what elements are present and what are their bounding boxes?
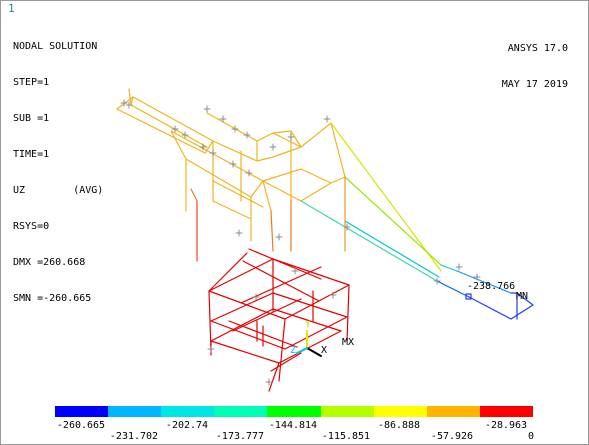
legend-swatch-2 xyxy=(108,406,162,417)
base-frame-members xyxy=(208,248,350,392)
legend-label: -202.74 xyxy=(165,420,209,431)
legend-swatch-8 xyxy=(426,406,480,417)
info-rsys: RSYS=0 xyxy=(13,221,50,232)
legend-label: -115.851 xyxy=(321,431,371,442)
legend-label: -57.926 xyxy=(430,431,474,442)
info-result-item: UZ (AVG) xyxy=(13,185,104,196)
contour-legend-bar xyxy=(55,406,533,417)
legend-swatch-7 xyxy=(373,406,427,417)
legend-swatch-6 xyxy=(320,406,374,417)
info-title: NODAL SOLUTION xyxy=(13,41,98,52)
legend-label: -260.665 xyxy=(56,420,106,431)
window-number: 1 xyxy=(8,2,15,15)
brand-block: ANSYS 17.0 MAY 17 2019 xyxy=(502,19,568,115)
min-marker-label: MN xyxy=(516,291,528,302)
solution-info: NODAL SOLUTION STEP=1 SUB =1 TIME=1 UZ (… xyxy=(13,17,103,329)
column-members xyxy=(190,176,346,262)
min-value-label: -238.766 xyxy=(467,281,515,292)
triad-y-label: Y xyxy=(305,319,311,330)
info-dmx: DMX =260.668 xyxy=(13,257,86,268)
diagonal-members xyxy=(300,122,534,320)
legend-label: -28.963 xyxy=(484,420,528,431)
legend-swatch-3 xyxy=(161,406,215,417)
legend-label: -86.888 xyxy=(377,420,421,431)
legend-label: -173.777 xyxy=(215,431,265,442)
info-sub: SUB =1 xyxy=(13,113,50,124)
legend-swatch-1 xyxy=(55,406,109,417)
triad-z-label: Z xyxy=(290,345,296,356)
min-location-marker xyxy=(465,293,472,300)
legend-swatch-4 xyxy=(214,406,268,417)
legend-label: -231.702 xyxy=(109,431,159,442)
product-name: ANSYS 17.0 xyxy=(507,43,568,54)
triad-x-label: X xyxy=(321,345,327,356)
info-time: TIME=1 xyxy=(13,149,50,160)
node-markers xyxy=(120,99,481,386)
info-smn: SMN =-260.665 xyxy=(13,293,92,304)
legend-label: -144.814 xyxy=(268,420,318,431)
legend-swatch-9 xyxy=(479,406,533,417)
legend-swatch-5 xyxy=(267,406,321,417)
coordinate-triad xyxy=(296,330,322,357)
plot-date: MAY 17 2019 xyxy=(501,79,568,90)
upper-arm-members xyxy=(116,88,346,242)
info-step: STEP=1 xyxy=(13,77,50,88)
max-marker-label: MX xyxy=(342,337,354,348)
legend-label: 0 xyxy=(527,431,535,442)
